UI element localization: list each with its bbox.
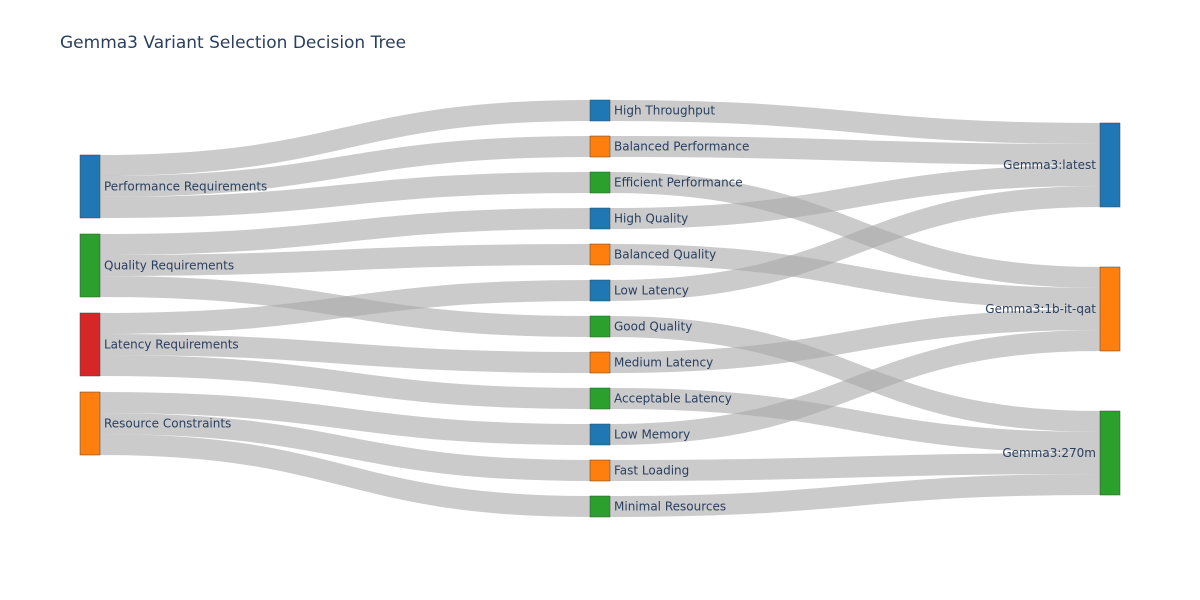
sankey-link[interactable] xyxy=(99,244,591,276)
sankey-link[interactable] xyxy=(609,388,1101,453)
node-label: Medium Latency xyxy=(614,356,713,370)
sankey-link[interactable] xyxy=(609,453,1101,481)
sankey-link[interactable] xyxy=(609,100,1101,144)
node-label: Gemma3:270m xyxy=(1002,446,1096,460)
sankey-nodes xyxy=(79,99,1121,518)
sankey-node[interactable] xyxy=(79,233,101,298)
sankey-node[interactable] xyxy=(589,459,611,482)
sankey-link[interactable] xyxy=(609,186,1101,301)
sankey-node[interactable] xyxy=(1099,410,1121,496)
node-label: Low Memory xyxy=(614,428,690,442)
sankey-link[interactable] xyxy=(99,172,591,218)
sankey-link[interactable] xyxy=(99,355,591,409)
node-label: Good Quality xyxy=(614,320,692,334)
chart-title: Gemma3 Variant Selection Decision Tree xyxy=(60,33,407,53)
sankey-node[interactable] xyxy=(589,351,611,374)
sankey-node[interactable] xyxy=(79,391,101,456)
sankey-node[interactable] xyxy=(589,243,611,266)
node-label: Gemma3:1b-it-qat xyxy=(985,302,1096,316)
node-label: Balanced Quality xyxy=(614,248,716,262)
node-label: Balanced Performance xyxy=(614,140,749,154)
sankey-node[interactable] xyxy=(589,171,611,194)
sankey-node[interactable] xyxy=(589,135,611,158)
sankey-link[interactable] xyxy=(609,244,1101,309)
sankey-link[interactable] xyxy=(609,165,1101,229)
sankey-node[interactable] xyxy=(589,315,611,338)
node-label: Quality Requirements xyxy=(104,259,234,273)
sankey-node[interactable] xyxy=(589,279,611,302)
node-label: Minimal Resources xyxy=(614,500,726,514)
node-label: High Throughput xyxy=(614,104,715,118)
sankey-link[interactable] xyxy=(99,434,591,517)
sankey-link[interactable] xyxy=(99,100,591,176)
sankey-node[interactable] xyxy=(589,387,611,410)
sankey-node[interactable] xyxy=(589,99,611,122)
sankey-link[interactable] xyxy=(99,136,591,197)
sankey-link[interactable] xyxy=(609,172,1101,288)
sankey-links xyxy=(99,100,1101,517)
node-label: Gemma3:latest xyxy=(1003,158,1096,172)
node-label: Latency Requirements xyxy=(104,338,239,352)
node-label: Low Latency xyxy=(614,284,689,298)
node-label: Performance Requirements xyxy=(104,180,267,194)
sankey-link[interactable] xyxy=(99,392,591,445)
node-label: High Quality xyxy=(614,212,688,226)
node-label: Acceptable Latency xyxy=(614,392,732,406)
node-label: Efficient Performance xyxy=(614,176,743,190)
sankey-link[interactable] xyxy=(609,330,1101,445)
sankey-link[interactable] xyxy=(99,280,591,334)
sankey-link[interactable] xyxy=(609,474,1101,517)
sankey-node[interactable] xyxy=(79,154,101,219)
sankey-link[interactable] xyxy=(99,334,591,373)
sankey-labels: Performance Requirements Quality Requirem… xyxy=(104,104,1096,514)
sankey-node[interactable] xyxy=(79,312,101,377)
sankey-link[interactable] xyxy=(99,413,591,481)
node-label: Resource Constraints xyxy=(104,417,231,431)
sankey-node[interactable] xyxy=(1099,266,1121,352)
sankey-link[interactable] xyxy=(609,316,1101,432)
sankey-node[interactable] xyxy=(589,423,611,446)
sankey-node[interactable] xyxy=(1099,122,1121,208)
sankey-node[interactable] xyxy=(589,495,611,518)
sankey-link[interactable] xyxy=(609,309,1101,373)
sankey-link[interactable] xyxy=(609,136,1101,165)
sankey-node[interactable] xyxy=(589,207,611,230)
sankey-link[interactable] xyxy=(99,208,591,255)
node-label: Fast Loading xyxy=(614,464,689,478)
